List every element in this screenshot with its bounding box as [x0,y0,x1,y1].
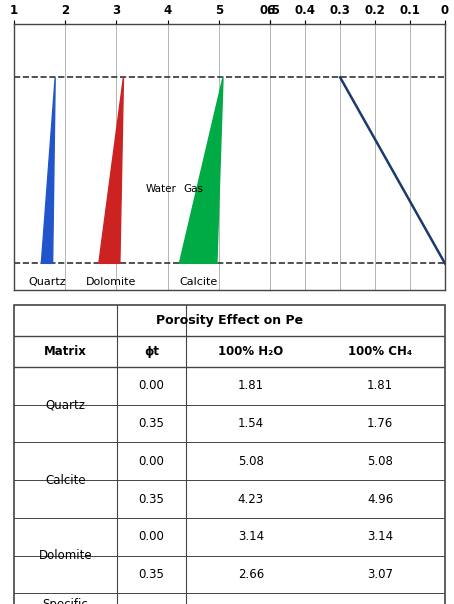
Text: 4.96: 4.96 [367,493,393,506]
Text: 100% H₂O: 100% H₂O [218,345,283,358]
Text: Specific
gravity: Specific gravity [43,599,88,604]
Text: 0.35: 0.35 [139,417,164,430]
Text: 3.14: 3.14 [367,530,393,544]
Text: ϕt: ϕt [144,345,159,358]
Text: 1.54: 1.54 [238,417,264,430]
Text: Dolomite: Dolomite [39,549,92,562]
Text: Dolomite: Dolomite [86,277,136,287]
Text: 0.00: 0.00 [139,455,164,468]
Text: 1.81: 1.81 [367,379,393,393]
Text: Calcite: Calcite [45,474,86,487]
Text: 4.23: 4.23 [238,493,264,506]
Text: 5.08: 5.08 [238,455,264,468]
Text: Water: Water [146,184,177,194]
Text: 3.14: 3.14 [238,530,264,544]
Text: 2.66: 2.66 [238,568,264,581]
Text: 100% CH₄: 100% CH₄ [348,345,412,358]
Text: 5.08: 5.08 [367,455,393,468]
Text: Quartz: Quartz [45,398,85,411]
Text: 0.00: 0.00 [139,379,164,393]
Text: 1.76: 1.76 [367,417,393,430]
Text: 0.35: 0.35 [139,493,164,506]
Text: 0.00: 0.00 [139,530,164,544]
Text: 1.81: 1.81 [238,379,264,393]
Text: Gas: Gas [183,184,203,194]
Text: Matrix: Matrix [44,345,87,358]
Text: Quartz: Quartz [28,277,66,287]
Polygon shape [179,77,223,263]
Text: 3.07: 3.07 [367,568,393,581]
Polygon shape [41,77,55,263]
Text: 0.35: 0.35 [139,568,164,581]
Polygon shape [99,77,123,263]
Text: Calcite: Calcite [179,277,217,287]
Text: Porosity Effect on Pe: Porosity Effect on Pe [156,314,303,327]
